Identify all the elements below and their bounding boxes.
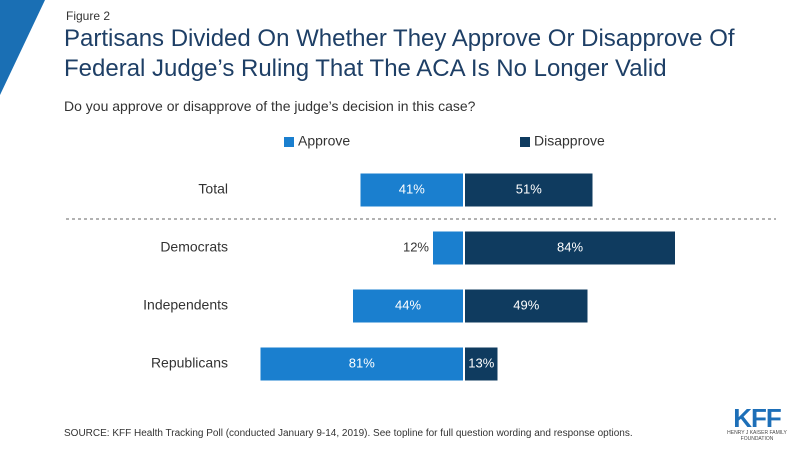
category-label-independents: Independents [143, 297, 228, 313]
category-label-republicans: Republicans [151, 355, 228, 371]
category-label-total: Total [198, 181, 228, 197]
data-label-disapprove-republicans: 13% [468, 355, 494, 370]
bar-disapprove-republicans [465, 347, 498, 381]
kff-logo: KFF HENRY J KAISER FAMILY FOUNDATION [726, 403, 788, 442]
legend-label-disapprove: Disapprove [534, 133, 605, 149]
data-label-approve-independents: 44% [395, 297, 421, 312]
data-label-disapprove-independents: 49% [513, 297, 539, 312]
figure-label: Figure 2 [66, 9, 111, 23]
logo-text: KFF [733, 403, 782, 433]
bar-disapprove-independents [465, 289, 588, 323]
category-label-democrats: Democrats [160, 239, 228, 255]
bar-approve-independents [353, 289, 463, 323]
data-label-disapprove-total: 51% [516, 181, 542, 196]
legend-swatch-approve [284, 137, 294, 147]
bar-disapprove-total [465, 173, 593, 207]
data-label-approve-republicans: 81% [349, 355, 375, 370]
chart-subtitle: Do you approve or disapprove of the judg… [64, 98, 476, 114]
bar-approve-democrats [433, 231, 463, 265]
legend-swatch-disapprove [520, 137, 530, 147]
legend-label-approve: Approve [298, 133, 350, 149]
bar-approve-total [360, 173, 463, 207]
bar-approve-republicans [260, 347, 463, 381]
data-label-disapprove-democrats: 84% [557, 239, 583, 254]
source-note: SOURCE: KFF Health Tracking Poll (conduc… [64, 428, 633, 439]
diverging-bar-chart: Approve Disapprove Total 41% 51% Democrats 12%… [66, 133, 776, 381]
corner-decoration [0, 0, 45, 95]
data-label-approve-democrats: 12% [403, 239, 429, 254]
logo-subtext: HENRY J KAISER FAMILY FOUNDATION [727, 430, 787, 442]
bar-disapprove-democrats [465, 231, 675, 265]
chart-title: Partisans Divided On Whether They Approv… [64, 25, 735, 82]
data-label-approve-total: 41% [399, 181, 425, 196]
